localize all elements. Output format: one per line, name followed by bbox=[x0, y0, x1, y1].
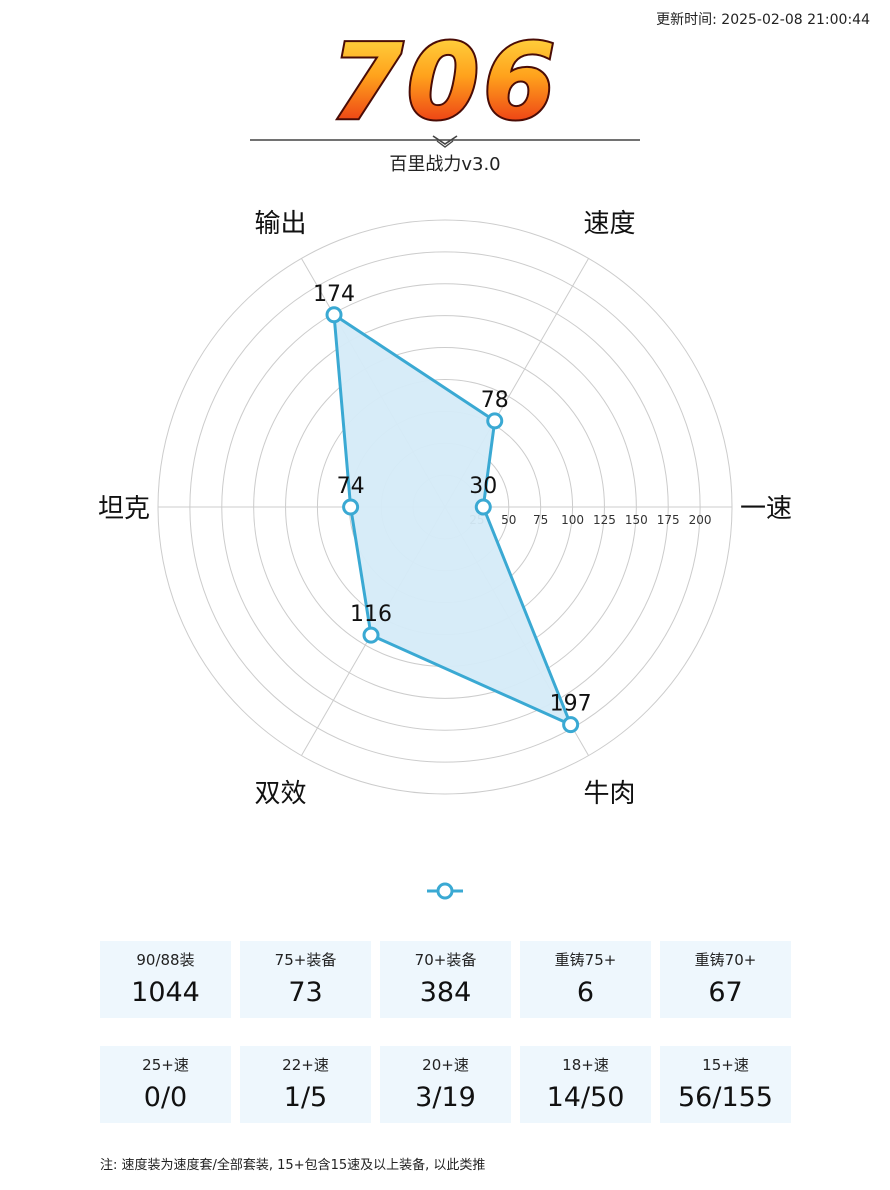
radar-tick-label: 150 bbox=[625, 513, 648, 527]
radar-data-point bbox=[325, 306, 343, 324]
radar-data-points bbox=[325, 306, 580, 734]
stat-card: 90/88装 1044 bbox=[100, 941, 231, 1018]
radar-data-point bbox=[562, 716, 580, 734]
stat-label: 25+速 bbox=[142, 1056, 189, 1074]
score-value: 706 bbox=[330, 21, 559, 140]
stat-label: 90/88装 bbox=[136, 951, 195, 969]
radar-axis-label: 速度 bbox=[583, 209, 635, 239]
radar-data-point bbox=[342, 498, 360, 516]
stat-card: 25+速 0/0 bbox=[100, 1046, 231, 1123]
radar-axis-label: 双效 bbox=[254, 779, 306, 809]
stat-value: 6 bbox=[576, 977, 595, 1008]
stat-label: 重铸70+ bbox=[694, 951, 757, 969]
stat-value: 384 bbox=[419, 977, 472, 1008]
radar-data-point bbox=[474, 498, 492, 516]
radar-tick-label: 50 bbox=[501, 513, 516, 527]
header-divider bbox=[250, 135, 640, 148]
stat-card: 22+速 1/5 bbox=[240, 1046, 371, 1123]
stat-value: 67 bbox=[708, 977, 743, 1008]
stat-value: 3/19 bbox=[415, 1082, 476, 1113]
stat-card: 18+速 14/50 bbox=[520, 1046, 651, 1123]
stat-value: 56/155 bbox=[678, 1082, 773, 1113]
radar-tick-label: 75 bbox=[533, 513, 548, 527]
stat-label: 70+装备 bbox=[414, 951, 477, 969]
legend-marker bbox=[427, 882, 463, 900]
equipment-stats-grid: 90/88装 1044 75+装备 73 70+装备 384 重铸75+ 6 重… bbox=[100, 941, 792, 1018]
radar-tick-label: 100 bbox=[561, 513, 584, 527]
radar-data-label: 74 bbox=[337, 474, 365, 499]
radar-data-label: 174 bbox=[313, 282, 355, 307]
stat-value: 14/50 bbox=[546, 1082, 625, 1113]
stat-label: 重铸75+ bbox=[554, 951, 617, 969]
stat-value: 73 bbox=[288, 977, 323, 1008]
radar-data-label: 116 bbox=[350, 602, 392, 627]
stat-card: 75+装备 73 bbox=[240, 941, 371, 1018]
stat-label: 20+速 bbox=[422, 1056, 469, 1074]
radar-data-point bbox=[486, 412, 504, 430]
stat-label: 75+装备 bbox=[274, 951, 337, 969]
update-time: 更新时间: 2025-02-08 21:00:44 bbox=[656, 12, 870, 28]
stat-value: 1044 bbox=[131, 977, 200, 1008]
radar-tick-labels: 255075100125150175200 bbox=[469, 513, 711, 527]
radar-data-label: 30 bbox=[469, 474, 497, 499]
stat-value: 1/5 bbox=[283, 1082, 328, 1113]
stat-card: 重铸75+ 6 bbox=[520, 941, 651, 1018]
speed-stats-grid: 25+速 0/0 22+速 1/5 20+速 3/19 18+速 14/50 1… bbox=[100, 1046, 792, 1123]
stat-label: 15+速 bbox=[702, 1056, 749, 1074]
footnote: 注: 速度装为速度套/全部套装, 15+包含15速及以上装备, 以此类推 bbox=[100, 1158, 486, 1173]
radar-data-label: 197 bbox=[550, 692, 592, 717]
radar-axis-label: 坦克 bbox=[98, 494, 150, 524]
radar-axis-label: 一速 bbox=[740, 494, 792, 524]
radar-data-labels: 30 78 174 74 116 197 bbox=[313, 282, 592, 717]
radar-axis-label: 牛肉 bbox=[583, 779, 635, 809]
radar-tick-label: 175 bbox=[657, 513, 680, 527]
stat-label: 22+速 bbox=[282, 1056, 329, 1074]
radar-tick-label: 125 bbox=[593, 513, 616, 527]
radar-axis-label: 输出 bbox=[254, 209, 306, 239]
stat-card: 70+装备 384 bbox=[380, 941, 511, 1018]
radar-data-point bbox=[362, 626, 380, 644]
radar-data-label: 78 bbox=[481, 388, 509, 413]
radar-tick-label: 200 bbox=[689, 513, 712, 527]
stat-value: 0/0 bbox=[143, 1082, 188, 1113]
stat-card: 重铸70+ 67 bbox=[660, 941, 791, 1018]
chart-subtitle: 百里战力v3.0 bbox=[389, 154, 501, 175]
stat-label: 18+速 bbox=[562, 1056, 609, 1074]
stat-card: 20+速 3/19 bbox=[380, 1046, 511, 1123]
stat-card: 15+速 56/155 bbox=[660, 1046, 791, 1123]
score-display: 706 bbox=[328, 20, 559, 140]
